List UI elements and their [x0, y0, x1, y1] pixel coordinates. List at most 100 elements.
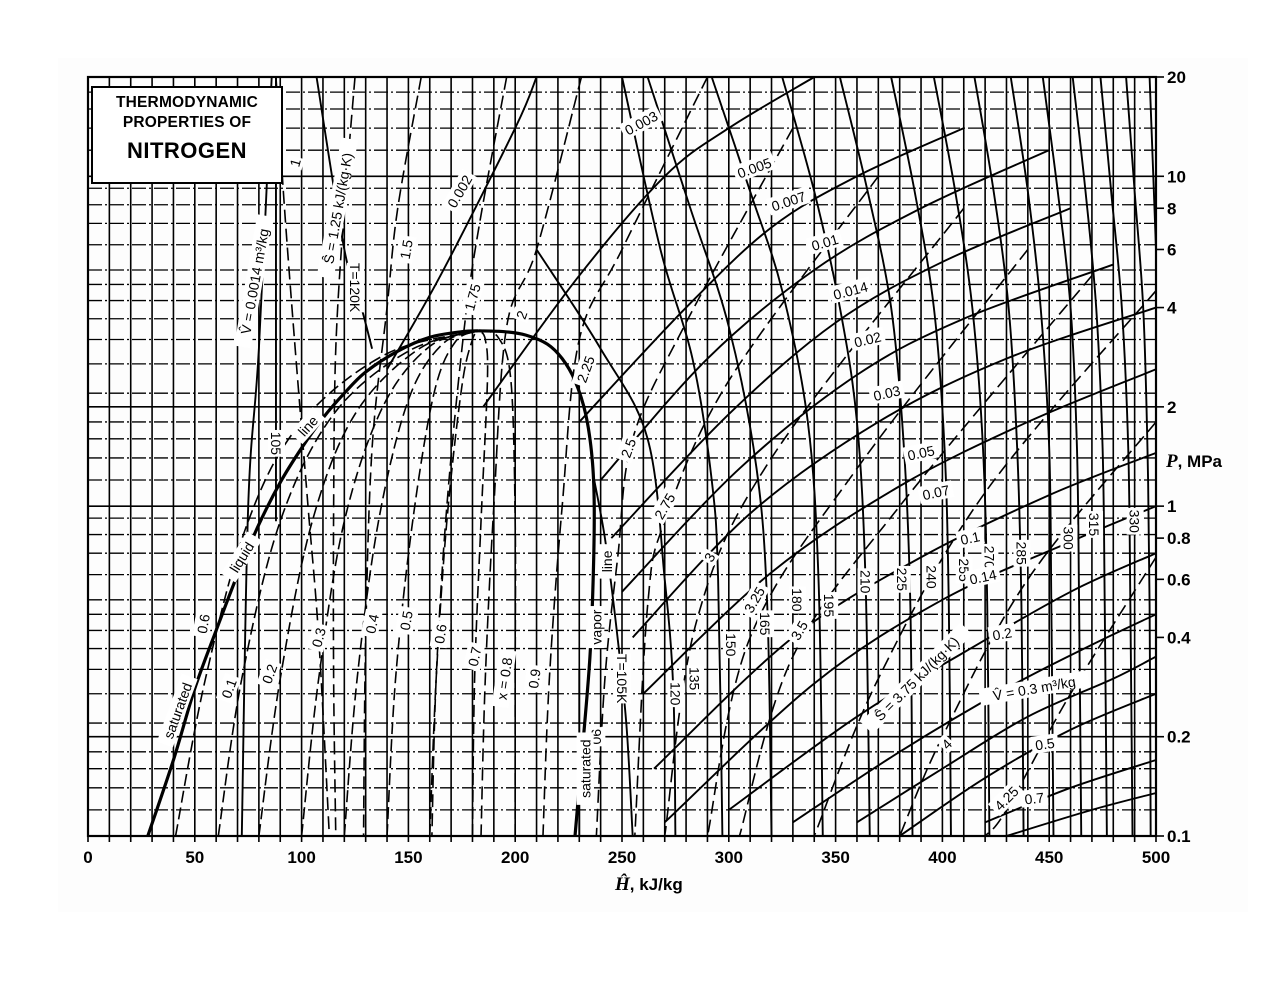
- label-text: 270: [981, 546, 997, 570]
- saturated-liquid-line: [146, 329, 479, 837]
- label-text: 315: [1086, 513, 1102, 537]
- isotherm-line: [710, 76, 824, 837]
- label-text: 0.7: [1024, 789, 1045, 807]
- isochore-line: [631, 306, 1157, 639]
- label-text: 1.75: [461, 282, 484, 313]
- isotherm-label: 315: [1086, 511, 1104, 538]
- quality-line: [471, 330, 489, 837]
- label-text: 105: [268, 432, 284, 456]
- label-background: [981, 543, 999, 571]
- label-background: [459, 278, 485, 316]
- isochore-label: 0.007: [765, 186, 812, 216]
- x-axis: 0 50 100 150 200 250 300 350 400 450 500: [83, 836, 1170, 867]
- isochore-label: 0.003: [618, 105, 664, 140]
- label-text: 285: [1013, 542, 1029, 566]
- label-background: [686, 665, 704, 693]
- isentrope-line: [595, 127, 794, 837]
- x-axis-unit: , kJ/kg: [630, 875, 683, 894]
- label-text: 330: [1127, 510, 1143, 534]
- label-background: [757, 610, 775, 638]
- title-line-2: PROPERTIES OF: [122, 114, 252, 131]
- label-background: [618, 105, 664, 140]
- isotherm-label: 225: [893, 565, 911, 593]
- label-background: [805, 229, 844, 255]
- isotherm-label: T=105K: [614, 653, 631, 704]
- y-tick-label: 10: [1167, 167, 1186, 186]
- title-line-3: NITROGEN: [126, 138, 248, 163]
- label-text: 1: [286, 157, 304, 169]
- dome-label: saturated: [576, 732, 594, 805]
- isochore-line: [664, 505, 1157, 824]
- y-tick-label: 20: [1167, 68, 1186, 87]
- label-text: 120: [667, 682, 683, 706]
- isentrope-label: 3: [698, 547, 720, 567]
- dome-label: vapor: [587, 606, 605, 649]
- quality-line: [258, 330, 480, 837]
- label-background: [267, 429, 285, 457]
- quality-line: [300, 330, 480, 837]
- label-background: [256, 658, 282, 690]
- y-axis-title: P, MPa: [1165, 451, 1223, 472]
- isentrope-line: [984, 556, 1157, 837]
- label-background: [234, 214, 275, 349]
- label-background: [316, 137, 359, 279]
- label-text: 0.6: [194, 613, 213, 635]
- isotherm-label: 135: [686, 665, 704, 693]
- label-text: 0.07: [921, 482, 951, 503]
- isotherm-label: 330: [1126, 507, 1144, 535]
- quality-label: 0.9: [523, 664, 545, 694]
- isochore-line: [653, 452, 1157, 770]
- label-text: 0.6: [431, 623, 450, 645]
- isotherm-label: 210: [857, 568, 875, 596]
- isotherm-label: 180: [789, 586, 807, 614]
- isentrope-label: 2: [511, 306, 532, 324]
- label-background: [614, 653, 631, 704]
- label-background: [964, 564, 1002, 589]
- isochore-label: 0.07: [917, 480, 955, 504]
- label-background: [860, 622, 973, 735]
- isochore-label: 0.03: [868, 380, 906, 405]
- label-text: 0.1: [218, 676, 240, 700]
- quality-label: 0.3: [306, 622, 330, 653]
- quality-line: [343, 330, 480, 837]
- label-background: [868, 380, 906, 405]
- label-text: 0.03: [872, 382, 902, 404]
- isochore-line: [482, 76, 815, 408]
- label-background: [1013, 539, 1031, 567]
- x-tick-label: 0: [83, 848, 92, 867]
- isochore-line: [728, 552, 1157, 811]
- label-background: [511, 306, 532, 324]
- label-background: [1019, 788, 1049, 808]
- x-tick-label: 250: [608, 848, 636, 867]
- isotherm-line: [315, 76, 374, 350]
- saturated-vapor-line: [478, 329, 596, 837]
- label-background: [1086, 511, 1104, 538]
- label-text: 0.7: [465, 645, 485, 668]
- y-tick-label: 0.2: [1167, 728, 1191, 747]
- isentrope-line: [431, 76, 508, 837]
- quality-line: [478, 330, 517, 836]
- dome-label: line: [598, 544, 616, 579]
- title-line-1: THERMODYNAMIC: [115, 94, 259, 111]
- x-tick-label: 450: [1035, 848, 1063, 867]
- quality-line: [217, 330, 480, 837]
- y-tick-label: 2: [1167, 398, 1176, 417]
- label-background: [902, 440, 940, 465]
- label-text: 150: [723, 633, 739, 657]
- label-background: [648, 486, 681, 526]
- label-background: [215, 672, 242, 704]
- isochore-line: [621, 263, 1114, 593]
- label-background: [587, 606, 605, 649]
- label-text: Ŝ = 3.75 kJ/(kg·K): [871, 633, 962, 724]
- isochore-line: [1006, 792, 1157, 837]
- label-background: [827, 276, 873, 304]
- label-text: 0.5: [1034, 735, 1056, 754]
- label-text: T=120K: [347, 263, 363, 313]
- quality-line: [174, 330, 480, 837]
- isochore-label: 0.5: [1030, 733, 1060, 754]
- label-text: 0.01: [810, 231, 841, 254]
- label-background: [156, 673, 198, 748]
- y-tick-label: 8: [1167, 199, 1176, 218]
- isentrope-line: [362, 76, 423, 837]
